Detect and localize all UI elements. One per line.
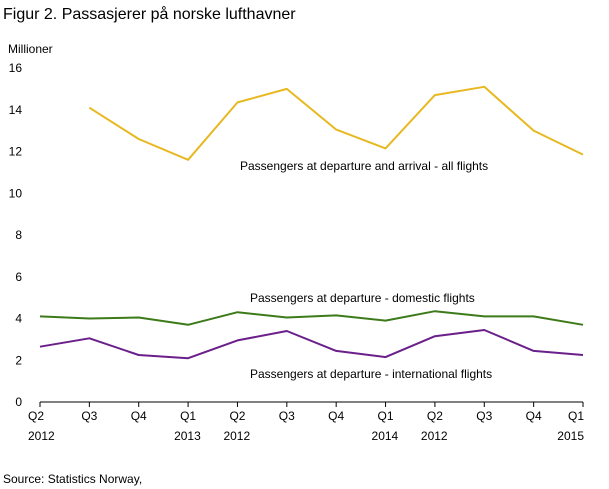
x-tick-label: Q4 (526, 409, 542, 423)
x-tick-year-label: 2013 (174, 429, 201, 443)
chart-title: Figur 2. Passasjerer på norske lufthavne… (3, 6, 296, 23)
y-axis-label: Millioner (8, 42, 53, 56)
x-tick-label: Q2 (28, 409, 44, 423)
y-tick-label: 14 (9, 103, 23, 117)
x-tick-label: Q3 (279, 409, 295, 423)
x-tick-year-label: 2014 (372, 429, 399, 443)
series-labels: Passengers at departure and arrival - al… (240, 159, 492, 381)
series-label-1: Passengers at departure and arrival - al… (240, 159, 488, 173)
y-axis: 0 2 4 6 8 10 12 14 16 (9, 61, 23, 409)
x-tick-label: Q2 (229, 409, 245, 423)
series-label-3: Passengers at departure - international … (250, 367, 492, 381)
series-line-2 (39, 310, 584, 326)
series-line-1 (88, 85, 584, 161)
x-tick-label: Q3 (81, 409, 97, 423)
y-tick-label: 2 (15, 353, 22, 367)
x-tick-year-label: 2012 (421, 429, 448, 443)
x-tick-label: Q1 (180, 409, 196, 423)
x-tick-year-label: 2015 (557, 429, 584, 443)
x-tick-label: Q1 (568, 409, 584, 423)
y-tick-label: 16 (9, 61, 23, 75)
series-line-3 (39, 329, 584, 360)
source-note: Source: Statistics Norway, (3, 472, 143, 486)
y-tick-label: 4 (15, 312, 22, 326)
series-label-2: Passengers at departure - domestic fligh… (250, 291, 475, 305)
x-axis: Q2 2012 Q3 Q4 Q1 2013 Q2 2012 Q3 Q4 Q1 2014 Q2 2012 Q3… (28, 401, 584, 443)
x-tick-label: Q3 (476, 409, 492, 423)
y-tick-label: 6 (15, 270, 22, 284)
x-tick-label: Q1 (378, 409, 394, 423)
x-tick-label: Q4 (328, 409, 344, 423)
x-tick-label: Q2 (427, 409, 443, 423)
y-tick-label: 12 (9, 145, 23, 159)
series-lines (39, 85, 584, 360)
y-tick-label: 8 (15, 228, 22, 242)
x-tick-year-label: 2012 (28, 429, 55, 443)
y-tick-label: 0 (15, 395, 22, 409)
y-tick-label: 10 (9, 186, 23, 200)
x-tick-year-label: 2012 (223, 429, 250, 443)
x-tick-label: Q4 (131, 409, 147, 423)
